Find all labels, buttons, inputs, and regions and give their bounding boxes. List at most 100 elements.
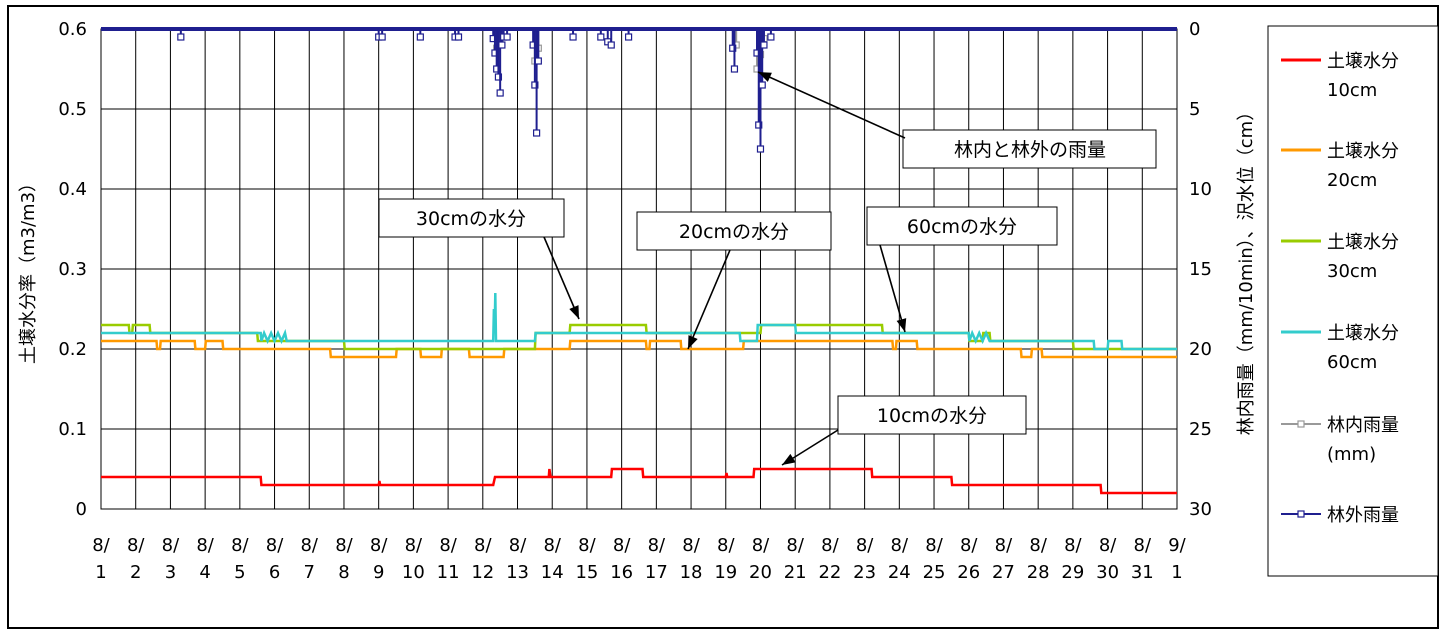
legend: 土壌水分 10cm 土壌水分 20cm 土壌水分 30cm 土壌水分 60cm 林内雨量 (mm)… — [1267, 25, 1439, 577]
x-tick-label-top: 8/ — [1134, 535, 1152, 556]
x-tick-label-top: 8/ — [1099, 535, 1117, 556]
rain-marker — [755, 121, 763, 129]
x-tick-label-bottom: 8 — [338, 562, 349, 583]
x-tick-label-top: 8/ — [717, 535, 735, 556]
rain-marker — [729, 44, 737, 52]
legend-label-sub: 10cm — [1327, 80, 1377, 101]
x-tick-label-bottom: 20 — [749, 562, 772, 583]
x-tick-label-top: 9/ — [1168, 535, 1186, 556]
legend-label: 林内雨量 — [1327, 415, 1399, 436]
x-tick-label-bottom: 29 — [1061, 562, 1084, 583]
x-tick-label-bottom: 2 — [130, 562, 141, 583]
annotation-box — [837, 395, 1027, 435]
rain-marker — [756, 145, 765, 153]
x-tick-label-top: 8/ — [405, 535, 423, 556]
legend-label: 土壌水分 — [1327, 323, 1399, 344]
x-tick-label-bottom: 31 — [1131, 562, 1154, 583]
rain-marker — [607, 41, 615, 49]
annotation-arrowhead — [688, 335, 698, 349]
x-tick-label-top: 8/ — [613, 535, 631, 556]
annotation-arrow — [757, 71, 906, 139]
annotation-box — [866, 206, 1058, 246]
rain-marker — [767, 33, 775, 41]
annotation-text: 30cmの水分 — [416, 208, 526, 230]
x-tick-label-top: 8/ — [92, 535, 110, 556]
rain-marker — [758, 81, 766, 89]
right-y-tick-label: 0 — [1189, 19, 1200, 40]
annotation-arrowhead — [782, 453, 796, 465]
x-tick-label-top: 8/ — [682, 535, 700, 556]
x-tick-label-top: 8/ — [821, 535, 839, 556]
annotation-arrow — [543, 236, 580, 320]
x-tick-label-top: 8/ — [509, 535, 527, 556]
x-tick-label-top: 8/ — [648, 535, 666, 556]
left-y-tick-label: 0.6 — [58, 19, 87, 40]
legend-label-sub: 30cm — [1327, 261, 1377, 282]
x-tick-label-top: 8/ — [474, 535, 492, 556]
rain-marker — [531, 81, 539, 89]
legend-swatch-marker — [1297, 510, 1305, 518]
left-y-tick-label: 0.5 — [58, 99, 87, 120]
x-tick-label-top: 8/ — [578, 535, 596, 556]
series-line-2 — [101, 323, 1177, 351]
x-tick-label-bottom: 24 — [888, 562, 911, 583]
rain-marker — [533, 129, 541, 137]
x-tick-label-bottom: 13 — [506, 562, 529, 583]
x-tick-label-top: 8/ — [370, 535, 388, 556]
rain-marker — [569, 33, 577, 41]
x-tick-label-bottom: 22 — [818, 562, 841, 583]
legend-label-sub: 60cm — [1327, 352, 1377, 373]
rain-marker — [534, 57, 542, 65]
x-tick-label-bottom: 3 — [165, 562, 176, 583]
x-tick-label-top: 8/ — [891, 535, 909, 556]
left-y-tick-label: 0 — [76, 499, 87, 520]
x-tick-label-top: 8/ — [335, 535, 353, 556]
left-y-tick-label: 0.4 — [58, 179, 87, 200]
x-tick-label-bottom: 28 — [1027, 562, 1050, 583]
legend-label: 土壌水分 — [1327, 141, 1399, 162]
x-tick-label-bottom: 17 — [645, 562, 668, 583]
legend-label: 林外雨量 — [1327, 505, 1399, 526]
x-tick-label-bottom: 26 — [957, 562, 980, 583]
x-tick-label-top: 8/ — [231, 535, 249, 556]
rain-marker — [730, 65, 739, 73]
rain-marker — [416, 33, 424, 41]
annotation-text: 20cmの水分 — [679, 221, 789, 243]
x-tick-label-top: 8/ — [127, 535, 145, 556]
x-tick-label-bottom: 1 — [95, 562, 106, 583]
annotation-arrow — [687, 249, 731, 350]
x-tick-label-top: 8/ — [162, 535, 180, 556]
annotation-arrowhead — [569, 305, 579, 319]
rain-marker — [503, 33, 511, 41]
x-tick-label-top: 8/ — [960, 535, 978, 556]
x-tick-label-bottom: 27 — [992, 562, 1015, 583]
x-tick-label-top: 8/ — [543, 535, 561, 556]
rain-marker — [498, 41, 506, 49]
x-tick-label-bottom: 14 — [541, 562, 564, 583]
rain-marker — [760, 41, 768, 49]
x-tick-label-bottom: 25 — [923, 562, 946, 583]
x-tick-label-bottom: 6 — [269, 562, 280, 583]
x-tick-label-bottom: 12 — [471, 562, 494, 583]
x-tick-label-bottom: 7 — [304, 562, 315, 583]
x-tick-label-bottom: 10 — [402, 562, 425, 583]
x-tick-label-bottom: 5 — [234, 562, 245, 583]
series-layer — [101, 27, 1177, 495]
right-y-tick-label: 5 — [1189, 99, 1200, 120]
x-tick-label-top: 8/ — [925, 535, 943, 556]
x-tick-label-top: 8/ — [196, 535, 214, 556]
legend-box — [1267, 25, 1439, 577]
x-tick-label-bottom: 30 — [1096, 562, 1119, 583]
x-tick-label-bottom: 15 — [575, 562, 598, 583]
rain-marker — [494, 73, 503, 81]
annotation-box — [636, 211, 832, 251]
annotation-box — [902, 129, 1157, 169]
x-tick-label-top: 8/ — [786, 535, 804, 556]
x-tick-label-bottom: 21 — [784, 562, 807, 583]
left-y-tick-label: 0.3 — [58, 259, 87, 280]
rain-marker — [378, 33, 386, 41]
annotation-arrow — [879, 244, 906, 333]
series-line-0 — [101, 467, 1177, 495]
legend-label: 土壌水分 — [1327, 232, 1399, 253]
